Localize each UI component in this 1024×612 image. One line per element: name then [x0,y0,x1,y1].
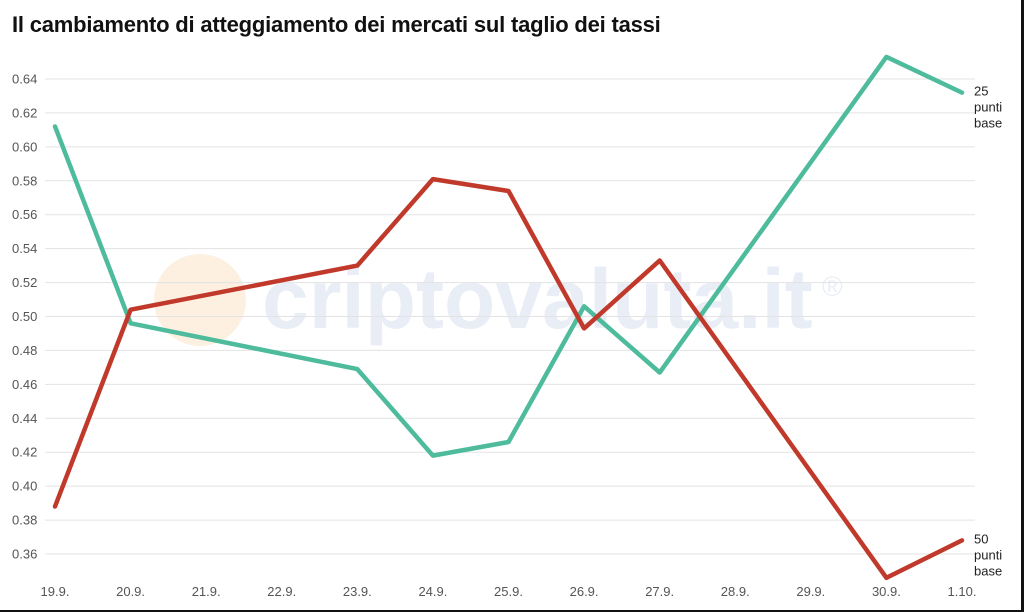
y-tick-label: 0.38 [12,513,37,528]
series-label-line: base [974,563,1002,578]
x-tick-label: 21.9. [192,584,221,599]
y-tick-label: 0.52 [12,275,37,290]
x-tick-label: 22.9. [267,584,296,599]
x-tick-label: 25.9. [494,584,523,599]
series-label-line: 50 [974,531,988,546]
series-label-line: punti [974,547,1002,562]
series-line-2 [52,176,965,581]
x-tick-label: 19.9. [41,584,70,599]
y-tick-label: 0.58 [12,173,37,188]
y-axis: 0.36 0.38 0.40 0.42 0.44 0.46 0.48 0.50 0.52 0.54… [12,72,37,562]
watermark-coin-icon [154,254,246,346]
y-tick-label: 0.62 [12,105,37,120]
x-tick-label: 20.9. [116,584,145,599]
series-label-line: 25 [974,84,988,99]
x-tick-label: 29.9. [796,584,825,599]
chart-title: Il cambiamento di atteggiamento dei merc… [12,12,661,37]
series-line-1 [52,54,965,458]
x-tick-label: 28.9. [721,584,750,599]
x-tick-label: 27.9. [645,584,674,599]
watermark: criptovaluta.it ® [154,252,843,346]
x-tick-label: 23.9. [343,584,372,599]
bottom-border [0,610,1024,612]
right-border [1021,0,1024,612]
series-label-line: base [974,116,1002,131]
y-tick-label: 0.44 [12,411,37,426]
watermark-registered-icon: ® [822,271,843,302]
y-tick-label: 0.36 [12,547,37,562]
y-tick-label: 0.48 [12,343,37,358]
x-tick-label: 24.9. [418,584,447,599]
y-tick-label: 0.46 [12,377,37,392]
series-label-line: punti [974,100,1002,115]
x-tick-label: 26.9. [570,584,599,599]
y-tick-label: 0.60 [12,139,37,154]
y-tick-label: 0.54 [12,241,37,256]
gridlines [45,78,975,555]
x-tick-label: 1.10. [948,584,977,599]
series-lines [52,54,965,581]
y-tick-label: 0.64 [12,72,37,87]
y-tick-label: 0.42 [12,445,37,460]
y-tick-label: 0.56 [12,207,37,222]
x-tick-label: 30.9. [872,584,901,599]
y-tick-label: 0.50 [12,309,37,324]
x-axis: 19.9. 20.9. 21.9. 22.9. 23.9. 24.9. 25.9. 26.9.… [41,584,977,599]
y-tick-label: 0.40 [12,479,37,494]
